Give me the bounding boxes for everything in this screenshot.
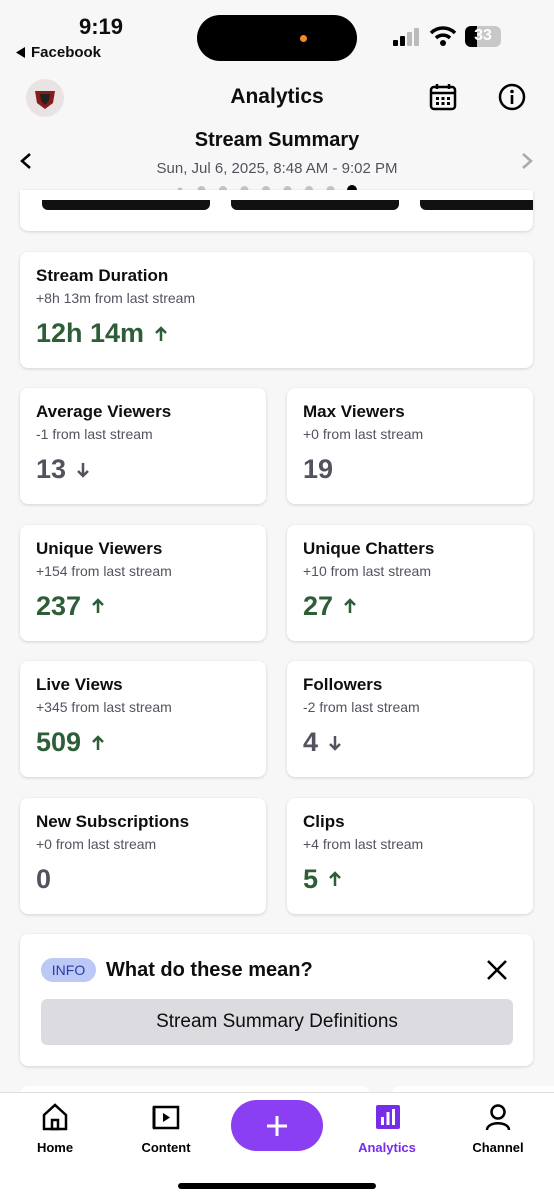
calendar-button[interactable] xyxy=(429,83,457,111)
stat-card: Max Viewers +0 from last stream 19 xyxy=(287,388,533,504)
info-card: INFO What do these mean? Stream Summary … xyxy=(20,934,533,1066)
stat-label: Unique Viewers xyxy=(36,538,163,558)
tab-icon xyxy=(152,1105,180,1130)
stat-change: +10 from last stream xyxy=(303,562,431,579)
trend-arrow-path xyxy=(329,871,341,886)
battery: 33 xyxy=(465,26,501,47)
stat-card: Clips +4 from last stream 5 xyxy=(287,797,533,914)
trend-arrow-path xyxy=(344,598,356,613)
trend-arrow xyxy=(155,325,167,341)
tab-icon xyxy=(376,1105,400,1129)
info-title: What do these mean? xyxy=(106,959,313,981)
stat-number: 4 xyxy=(303,727,319,757)
close-button[interactable] xyxy=(486,959,508,981)
stat-number: 12h 14m xyxy=(36,318,145,348)
previous-card xyxy=(20,190,533,231)
tab[interactable]: Channel xyxy=(448,1100,548,1155)
trend-arrow xyxy=(329,735,341,751)
stat-value: 19 xyxy=(303,454,333,485)
stat-label: New Subscriptions xyxy=(36,811,190,831)
home-indicator xyxy=(178,1183,376,1189)
stat-number: 27 xyxy=(303,590,334,621)
back-app[interactable]: Facebook xyxy=(31,44,102,61)
header-title: Analytics xyxy=(230,85,324,108)
summary-title: Stream Summary xyxy=(194,129,360,151)
stat-value: 509 xyxy=(36,727,105,758)
wifi-icon xyxy=(429,26,457,46)
stat-card: Unique Viewers +154 from last stream 237 xyxy=(20,524,266,641)
signal-icon xyxy=(393,28,419,46)
tab-icon xyxy=(42,1103,68,1131)
stat-number: 237 xyxy=(36,590,82,621)
clock: 9:19 xyxy=(79,14,124,39)
trend-arrow xyxy=(92,734,104,750)
tab-label: Analytics xyxy=(358,1140,416,1155)
stat-change: +0 from last stream xyxy=(303,426,424,442)
tab-label: Channel xyxy=(472,1140,524,1155)
stat-change: +154 from last stream xyxy=(36,562,172,579)
stat-value: 13 xyxy=(36,454,90,485)
trend-arrow-path xyxy=(155,325,167,341)
trend-arrow-path xyxy=(77,462,89,478)
stat-card: Followers -2 from last stream 4 xyxy=(287,661,533,777)
stat-change: -1 from last stream xyxy=(36,426,153,442)
trend-arrow-path xyxy=(329,735,341,751)
stat-card: Live Views +345 from last stream 509 xyxy=(20,661,266,777)
stat-label: Live Views xyxy=(36,675,123,694)
prev-button[interactable] xyxy=(19,152,33,170)
stat-change: +4 from last stream xyxy=(303,835,424,852)
stat-change: -2 from last stream xyxy=(303,699,420,715)
trend-arrow xyxy=(77,462,89,478)
stat-change: +8h 13m from last stream xyxy=(36,290,196,306)
stat-value: 5 xyxy=(303,864,342,895)
trend-arrow-path xyxy=(92,598,104,613)
stat-label: Max Viewers xyxy=(303,402,405,421)
stat-card: Stream Duration +8h 13m from last stream 1… xyxy=(20,252,533,368)
tab-label: Content xyxy=(141,1140,191,1155)
tab[interactable]: Analytics xyxy=(337,1100,437,1155)
stat-change: +0 from last stream xyxy=(36,835,157,852)
trend-arrow xyxy=(329,871,341,886)
stat-label: Followers xyxy=(303,675,383,694)
stat-change: +345 from last stream xyxy=(36,699,172,715)
stat-number: 509 xyxy=(36,727,82,757)
create-button[interactable] xyxy=(231,1100,323,1151)
trend-arrow xyxy=(344,598,356,613)
trend-arrow xyxy=(92,598,104,613)
stat-value: 27 xyxy=(303,591,357,622)
stat-card: Unique Chatters +10 from last stream 27 xyxy=(287,524,533,641)
stat-card: New Subscriptions +0 from last stream 0 xyxy=(20,797,266,914)
stat-value: 4 xyxy=(303,727,342,758)
stat-number: 0 xyxy=(36,863,52,894)
stat-number: 19 xyxy=(303,454,334,484)
stat-number: 13 xyxy=(36,454,67,484)
tab[interactable]: Home xyxy=(5,1100,105,1155)
next-button[interactable] xyxy=(520,152,534,170)
stat-label: Unique Chatters xyxy=(303,538,435,558)
tab-icon xyxy=(485,1104,511,1131)
trend-arrow-path xyxy=(92,734,104,750)
stat-value: 0 xyxy=(36,864,51,895)
summary-date: Sun, Jul 6, 2025, 8:48 AM - 9:02 PM xyxy=(156,160,398,177)
avatar[interactable] xyxy=(26,79,64,117)
stat-number: 5 xyxy=(303,863,319,894)
dynamic-island xyxy=(197,15,357,61)
stat-value: 237 xyxy=(36,591,105,622)
info-badge: INFO xyxy=(41,958,96,982)
info-button[interactable] xyxy=(498,83,526,111)
stat-label: Stream Duration xyxy=(36,266,169,285)
tab[interactable]: Content xyxy=(116,1100,216,1155)
stat-label: Average Viewers xyxy=(36,402,172,421)
stat-value: 12h 14m xyxy=(36,318,168,349)
back-arrow-icon xyxy=(16,47,25,58)
stat-label: Clips xyxy=(303,811,345,831)
tab-label: Home xyxy=(36,1140,74,1155)
stat-card: Average Viewers -1 from last stream 13 xyxy=(20,388,266,504)
definitions-button[interactable]: Stream Summary Definitions xyxy=(41,999,513,1045)
battery-level: 33 xyxy=(474,27,492,44)
